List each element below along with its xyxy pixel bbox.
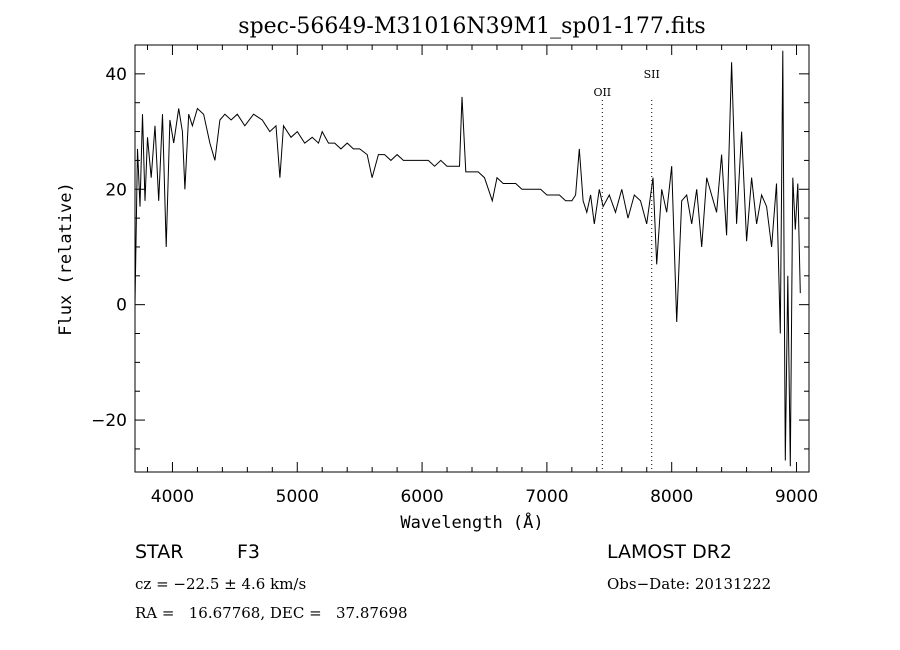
x-tick-label: 6000 [400, 487, 443, 507]
survey-name: LAMOST DR2 [607, 541, 732, 563]
x-tick-label: 7000 [525, 487, 568, 507]
axis-ticks: 4000 5000 6000 7000 8000 9000 −20 0 20 40 [91, 44, 818, 507]
line-annotations: OII SII [593, 68, 660, 472]
x-tick-label: 4000 [151, 487, 194, 507]
redshift-text: cz = −22.5 ± 4.6 km/s [135, 575, 307, 593]
coordinates: RA = 16.67768, DEC = 37.87698 [135, 604, 408, 622]
obs-date: Obs−Date: 20131222 [607, 575, 772, 593]
object-class: STAR [135, 541, 184, 563]
y-tick-label: 0 [116, 296, 127, 316]
y-axis-label: Flux (relative) [56, 182, 76, 336]
annotation-label: SII [644, 68, 660, 81]
object-subclass: F3 [237, 541, 261, 563]
x-tick-label: 5000 [276, 487, 319, 507]
y-tick-label: −20 [91, 411, 127, 431]
x-tick-label: 8000 [650, 487, 693, 507]
x-axis-label: Wavelength (Å) [400, 511, 543, 533]
y-tick-label: 40 [105, 65, 127, 85]
plot-frame [134, 44, 810, 473]
annotation-label: OII [593, 86, 611, 99]
spectrum-line [135, 50, 801, 467]
y-tick-label: 20 [105, 180, 127, 200]
chart-title: spec-56649-M31016N39M1_sp01-177.fits [238, 14, 705, 39]
x-tick-label: 9000 [775, 487, 818, 507]
